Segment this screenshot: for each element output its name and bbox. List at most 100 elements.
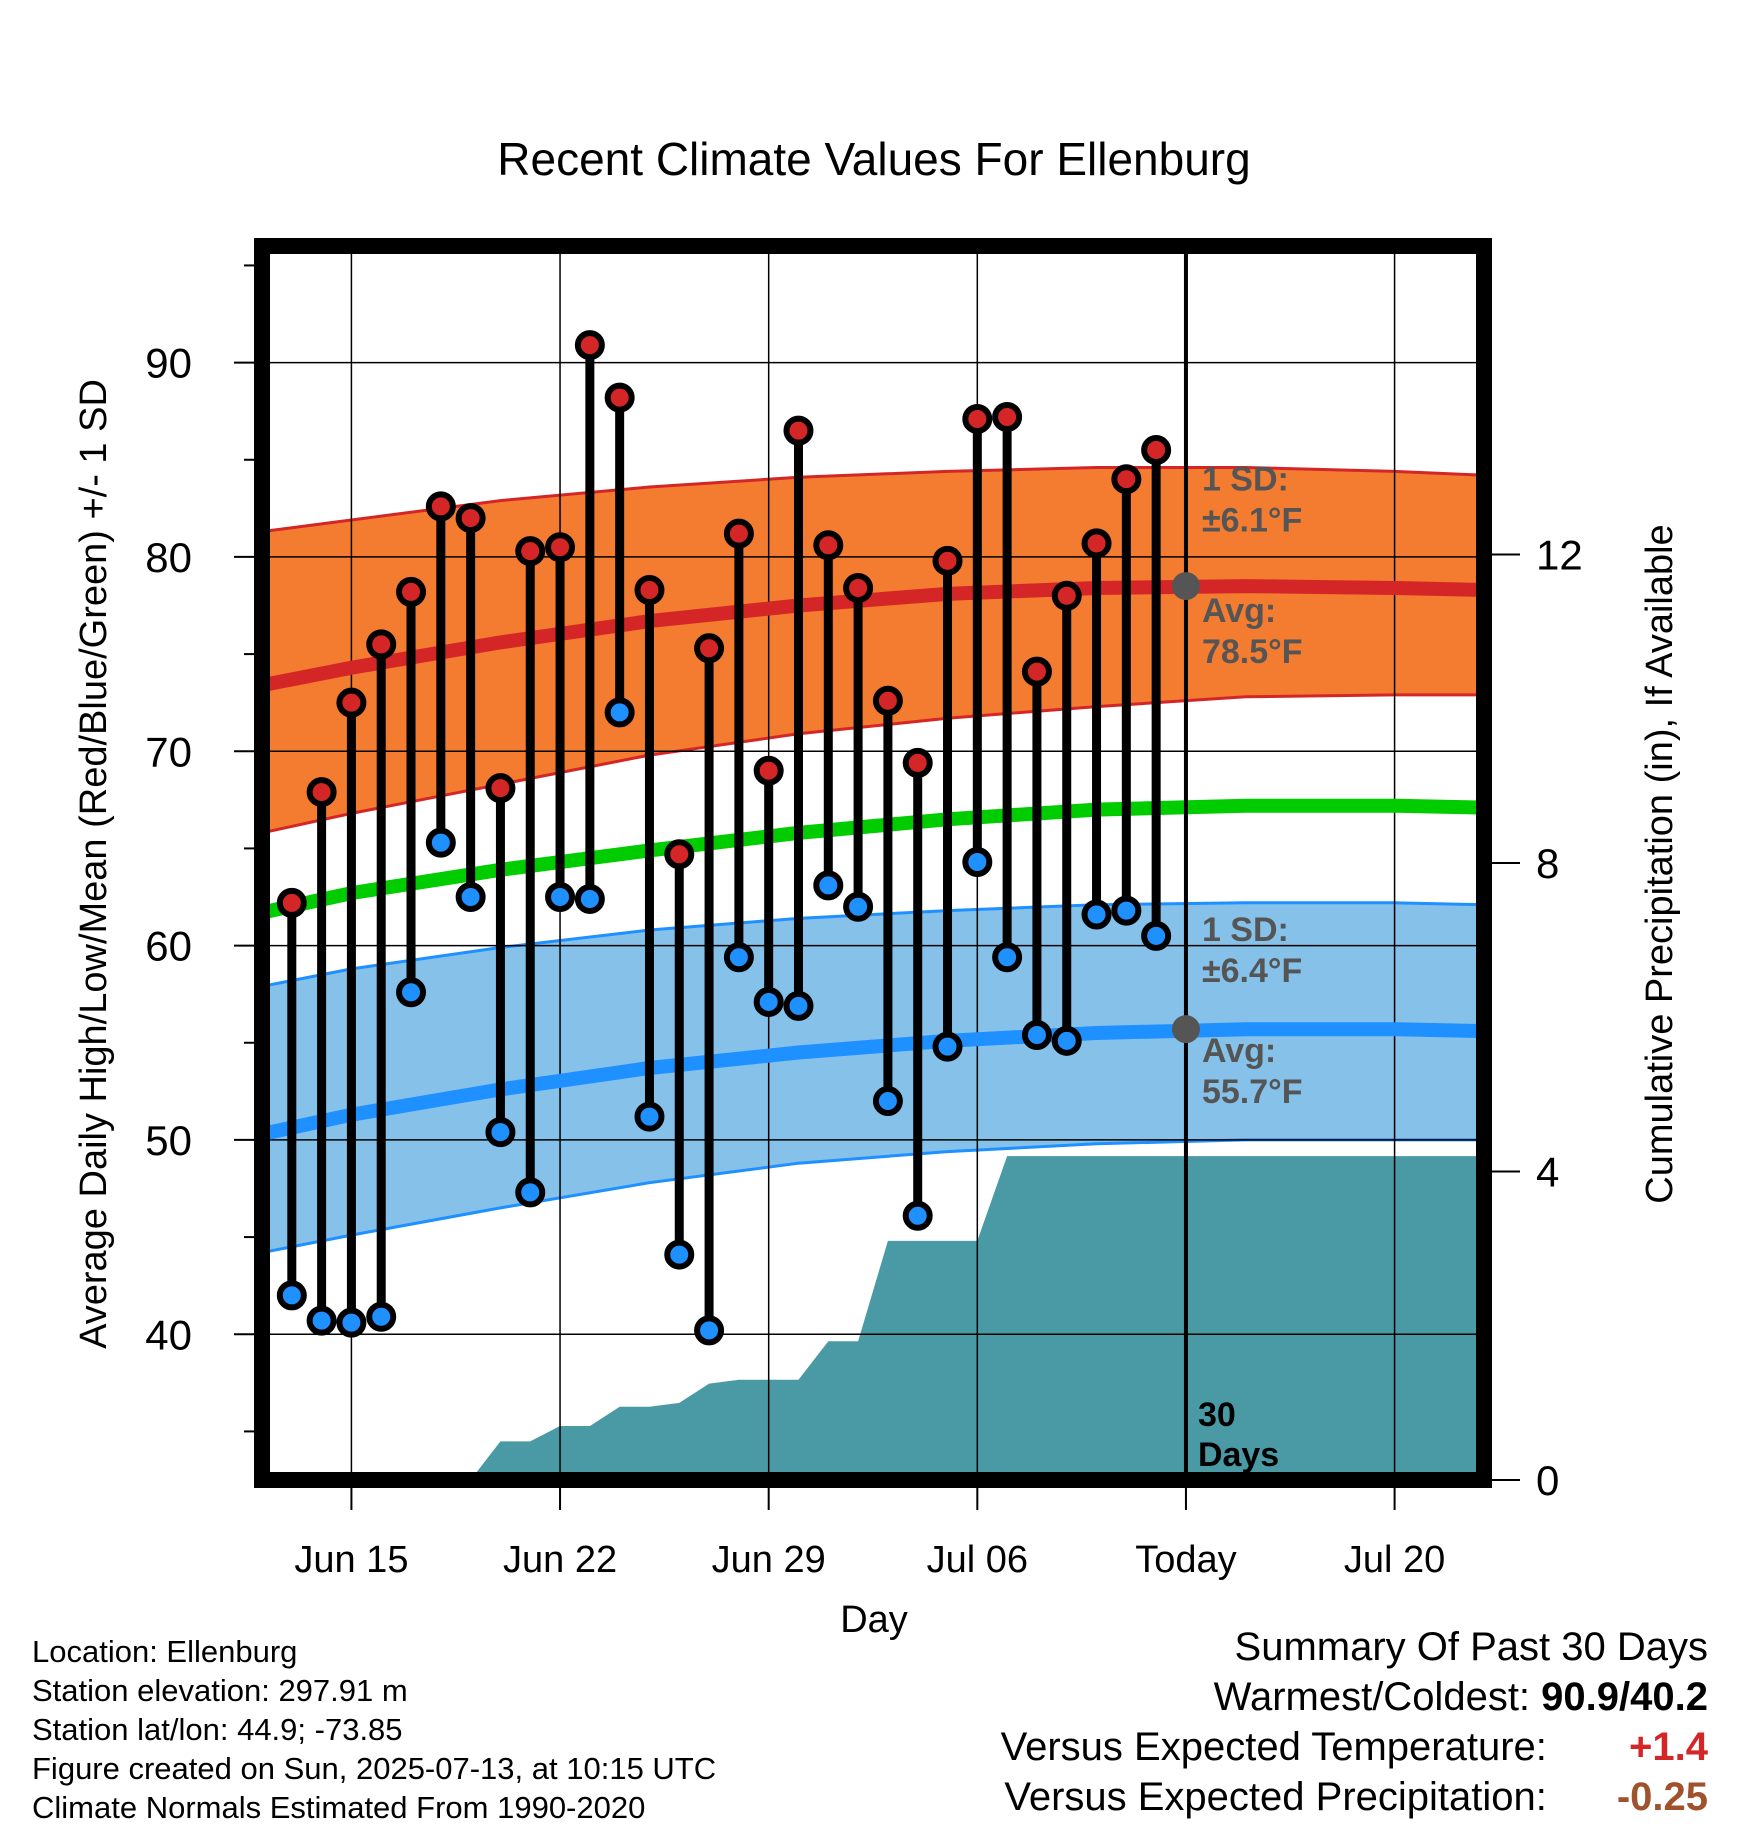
daily-high-point [336,687,367,718]
x-tick-label: Jul 20 [1344,1539,1445,1581]
daily-high-point [843,573,874,604]
high-sd-value: ±6.1°F [1202,502,1302,540]
high-normal-line [262,579,1484,693]
daily-low-point [992,942,1023,973]
low-avg-label: Avg: [1202,1032,1276,1070]
x-tick-label: Jun 29 [712,1539,826,1581]
high-avg-label: Avg: [1202,592,1276,630]
daily-high-point [962,403,993,434]
low-sd-value: ±6.4°F [1202,952,1302,990]
daily-high-point [753,755,784,786]
daily-low-point [723,942,754,973]
precip-area [262,1156,1484,1480]
daily-high-point [425,491,456,522]
daily-low-point [574,883,605,914]
daily-low-point [843,891,874,922]
created-text: Figure created on Sun, 2025-07-13, at 10… [32,1751,717,1786]
y-tick-label: 90 [145,340,192,387]
daily-high-point [276,887,307,918]
daily-high-point [664,839,695,870]
daily-low-point [902,1200,933,1231]
elevation-text: Station elevation: 297.91 m [32,1673,408,1708]
daily-low-point [276,1280,307,1311]
low-normal-line [262,1022,1484,1141]
chart-title: Recent Climate Values For Ellenburg [497,133,1250,185]
daily-high-point [574,330,605,361]
x-tick-label: Jun 22 [503,1539,617,1581]
warmest-coldest-label: Warmest/Coldest: [1213,1675,1531,1719]
daily-low-point [485,1117,516,1148]
daily-high-point [545,532,576,563]
temp-anomaly-row: Versus Expected Temperature: +1.4 [1001,1722,1708,1772]
daily-low-point [1081,899,1112,930]
precip-anomaly-label: Versus Expected Precipitation: [1004,1775,1547,1819]
daily-high-point [1021,656,1052,687]
plot-frame [254,238,1492,1488]
daily-low-point [515,1177,546,1208]
y2-tick-label: 8 [1536,840,1559,887]
window-days-label: Days [1198,1436,1279,1474]
temp-anomaly-label: Versus Expected Temperature: [1000,1725,1547,1769]
daily-low-point [1141,920,1172,951]
precip-anomaly-row: Versus Expected Precipitation: -0.25 [1001,1772,1708,1822]
warmest-coldest-value: 90.9/40.2 [1541,1675,1708,1719]
daily-low-point [783,990,814,1021]
daily-high-point [306,777,337,808]
y-tick-label: 80 [145,534,192,581]
y-tick-label: 70 [145,728,192,775]
low-sd-label: 1 SD: [1202,911,1289,949]
daily-high-point [694,633,725,664]
plot-content [262,246,1484,1480]
daily-high-point [783,415,814,446]
daily-low-point [694,1315,725,1346]
today-low-avg-marker [1171,1015,1200,1044]
daily-low-point [1051,1025,1082,1056]
y2-axis-title: Cumulative Precipitation (in), If Availa… [1639,524,1681,1203]
daily-high-point [872,685,903,716]
daily-high-point [992,402,1023,433]
normals-text: Climate Normals Estimated From 1990-2020 [32,1790,646,1825]
daily-high-point [485,773,516,804]
daily-high-point [366,629,397,660]
y-tick-label: 50 [145,1117,192,1164]
daily-low-point [1111,895,1142,926]
y2-tick-label: 0 [1536,1457,1559,1504]
x-axis-title: Day [840,1599,908,1641]
high-avg-value: 78.5°F [1202,633,1303,671]
daily-high-point [723,518,754,549]
daily-high-point [932,545,963,576]
daily-high-point [455,503,486,534]
station-info: Location: Ellenburg Station elevation: 2… [32,1632,716,1827]
x-tick-label: Jul 06 [927,1539,1028,1581]
daily-low-point [664,1239,695,1270]
daily-low-point [455,882,486,913]
daily-low-point [932,1031,963,1062]
daily-low-point [604,697,635,728]
daily-high-point [515,536,546,567]
daily-low-point [1021,1019,1052,1050]
summary-panel: Summary Of Past 30 Days Warmest/Coldest:… [1001,1622,1708,1822]
y-axis-title: Average Daily High/Low/Mean (Red/Blue/Gr… [73,379,115,1349]
daily-low-point [425,827,456,858]
high-sd-label: 1 SD: [1202,461,1289,499]
daily-high-point [1141,435,1172,466]
today-high-avg-marker [1171,572,1200,601]
daily-low-point [962,847,993,878]
y-tick-label: 60 [145,923,192,970]
daily-low-point [366,1301,397,1332]
daily-high-point [634,574,665,605]
precip-anomaly-value: -0.25 [1616,1775,1708,1819]
daily-high-point [1051,580,1082,611]
y2-tick-label: 4 [1536,1149,1559,1196]
y-tick-label: 40 [145,1311,192,1358]
warmest-coldest-row: Warmest/Coldest: 90.9/40.2 [1001,1672,1708,1722]
latlon-text: Station lat/lon: 44.9; -73.85 [32,1712,403,1747]
x-tick-label: Today [1135,1539,1236,1581]
location-text: Location: Ellenburg [32,1634,298,1669]
low-sd-band [262,901,1484,1255]
daily-low-point [813,870,844,901]
daily-low-point [396,977,427,1008]
daily-low-point [634,1101,665,1132]
daily-low-point [545,882,576,913]
